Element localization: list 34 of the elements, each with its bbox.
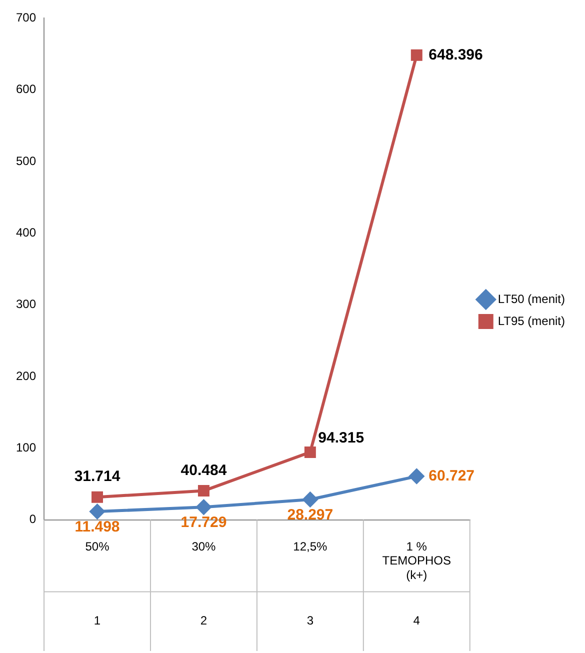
text: 4: [413, 614, 420, 628]
text: 1: [94, 614, 101, 628]
text: 2: [200, 614, 208, 628]
point: [196, 500, 212, 515]
data-label: 60.727: [428, 467, 475, 484]
point: [198, 485, 210, 497]
y-tick-label: 300: [16, 297, 36, 312]
data-label: 28.297: [287, 506, 334, 524]
y-tick-label: 0: [29, 512, 36, 526]
point: [304, 446, 316, 458]
data-label: 40.484: [180, 462, 228, 479]
x-tick-label: 12,5%: [293, 539, 328, 554]
y-tick-label: 600: [16, 82, 36, 96]
point: [410, 49, 422, 61]
data-label: 648.396: [428, 46, 483, 64]
y-tick-label: 100: [16, 440, 36, 454]
y-tick-label: 400: [16, 225, 36, 240]
point: [90, 504, 105, 520]
x-tick-label: 30%: [192, 539, 216, 554]
y-tick-label: 700: [16, 10, 36, 25]
text: 3: [306, 614, 314, 628]
y-tick-label: 200: [16, 368, 36, 383]
point: [302, 492, 318, 508]
data-label: 94.315: [318, 429, 364, 446]
legend-label: LT50 (menit): [498, 292, 566, 306]
x-tick-label: 1 % TEMOPHOS (k+): [382, 539, 451, 582]
point: [409, 468, 424, 484]
x-tick-label: 50%: [85, 539, 110, 554]
data-label: 11.498: [74, 518, 120, 536]
point: [92, 491, 103, 503]
data-label: 31.714: [74, 468, 121, 486]
data-label: 17.729: [180, 514, 227, 532]
y-tick-label: 500: [16, 154, 36, 168]
legend-label: LT95 (menit): [498, 314, 566, 328]
